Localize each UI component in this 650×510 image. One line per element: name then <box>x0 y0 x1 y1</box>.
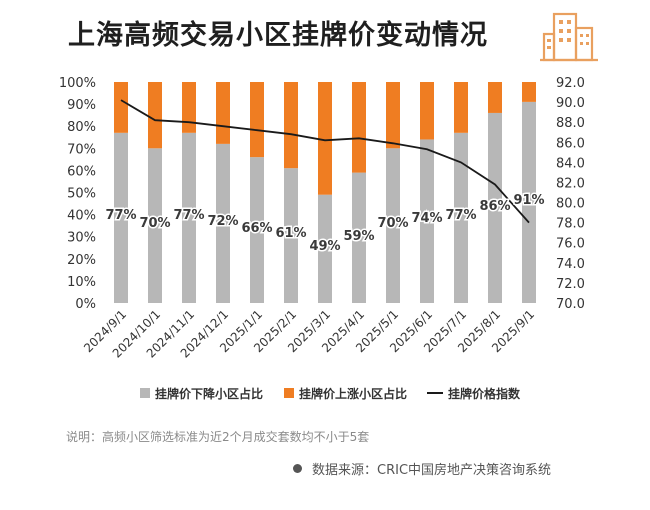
y-right-tick-label: 78.0 <box>556 217 585 232</box>
data-label: 70% <box>139 216 170 231</box>
bar-down-2025/3/1 <box>318 194 332 303</box>
bar-up-2024/12/1 <box>216 82 230 144</box>
y-left-tick-label: 90% <box>67 98 96 113</box>
legend-up-label: 挂牌价上涨小区占比 <box>299 386 407 401</box>
y-left-tick-label: 60% <box>67 164 96 179</box>
y-right-tick-label: 86.0 <box>556 136 585 151</box>
bar-down-2024/12/1 <box>216 143 230 303</box>
page-title: 上海高频交易小区挂牌价变动情况 <box>68 20 488 51</box>
y-right-tick-label: 84.0 <box>556 156 585 171</box>
data-source: 数据来源：CRIC中国房地产决策咨询系统 <box>312 463 552 478</box>
bar-up-2025/2/1 <box>284 82 298 169</box>
data-label: 86% <box>479 199 510 214</box>
bullet-icon <box>293 464 302 473</box>
y-left-tick-label: 20% <box>67 253 96 268</box>
data-label: 49% <box>309 239 340 254</box>
bar-up-2025/7/1 <box>454 82 468 133</box>
bar-up-2025/8/1 <box>488 82 502 113</box>
bar-down-2024/9/1 <box>114 132 128 303</box>
bar-up-2024/11/1 <box>182 82 196 133</box>
data-label: 74% <box>411 211 442 226</box>
bar-up-2024/9/1 <box>114 82 128 133</box>
y-left-tick-label: 100% <box>59 76 96 91</box>
bar-down-2025/6/1 <box>420 139 434 303</box>
y-left-tick-label: 50% <box>67 187 96 202</box>
y-left-tick-label: 30% <box>67 231 96 246</box>
data-label: 59% <box>343 229 374 244</box>
bar-up-2025/1/1 <box>250 82 264 158</box>
y-right-tick-label: 76.0 <box>556 237 585 252</box>
bar-down-2025/9/1 <box>522 101 536 303</box>
data-label: 66% <box>241 221 272 236</box>
y-right-tick-label: 90.0 <box>556 96 585 111</box>
bar-up-2025/3/1 <box>318 82 332 195</box>
bar-down-2025/8/1 <box>488 112 502 303</box>
legend-up-swatch <box>284 388 294 398</box>
buildings-icon <box>540 12 598 62</box>
data-label: 77% <box>173 208 204 223</box>
bar-down-2025/7/1 <box>454 132 468 303</box>
y-right-tick-label: 70.0 <box>556 297 585 312</box>
legend-down-swatch <box>140 388 150 398</box>
y-right-tick-label: 92.0 <box>556 76 585 91</box>
legend-index-label: 挂牌价格指数 <box>448 386 521 401</box>
y-left-tick-label: 80% <box>67 120 96 135</box>
y-left-tick-label: 70% <box>67 142 96 157</box>
y-right-tick-label: 72.0 <box>556 277 585 292</box>
bar-down-2025/4/1 <box>352 172 366 303</box>
index-line <box>120 99 530 224</box>
y-right-tick-label: 88.0 <box>556 116 585 131</box>
y-left-tick-label: 10% <box>67 275 96 290</box>
stacked-bar-line-chart: 0% 10% 20% 30% 40% 50% 60% 70% 80% 90% 100% 70.0 72.… <box>59 76 585 401</box>
bar-up-2025/9/1 <box>522 82 536 102</box>
data-label: 77% <box>105 208 136 223</box>
data-label: 77% <box>445 208 476 223</box>
bar-down-2024/10/1 <box>148 148 162 303</box>
bar-up-2025/6/1 <box>420 82 434 140</box>
bar-up-2025/5/1 <box>386 82 400 149</box>
data-label: 72% <box>207 214 238 229</box>
y-right-tick-label: 74.0 <box>556 257 585 272</box>
data-label: 61% <box>275 226 306 241</box>
y-left-tick-label: 40% <box>67 209 96 224</box>
bar-up-2024/10/1 <box>148 82 162 149</box>
bar-down-2025/2/1 <box>284 168 298 303</box>
bar-down-2025/1/1 <box>250 157 264 303</box>
bar-up-2025/4/1 <box>352 82 366 173</box>
y-left-tick-label: 0% <box>75 297 96 312</box>
y-right-tick-label: 80.0 <box>556 197 585 212</box>
y-right-tick-label: 82.0 <box>556 176 585 191</box>
legend-down-label: 挂牌价下降小区占比 <box>155 386 263 401</box>
footnote: 说明：高频小区筛选标准为近2个月成交套数均不小于5套 <box>66 430 370 444</box>
data-label: 70% <box>377 216 408 231</box>
bar-down-2024/11/1 <box>182 132 196 303</box>
bar-down-2025/5/1 <box>386 148 400 303</box>
data-label: 91% <box>513 193 544 208</box>
